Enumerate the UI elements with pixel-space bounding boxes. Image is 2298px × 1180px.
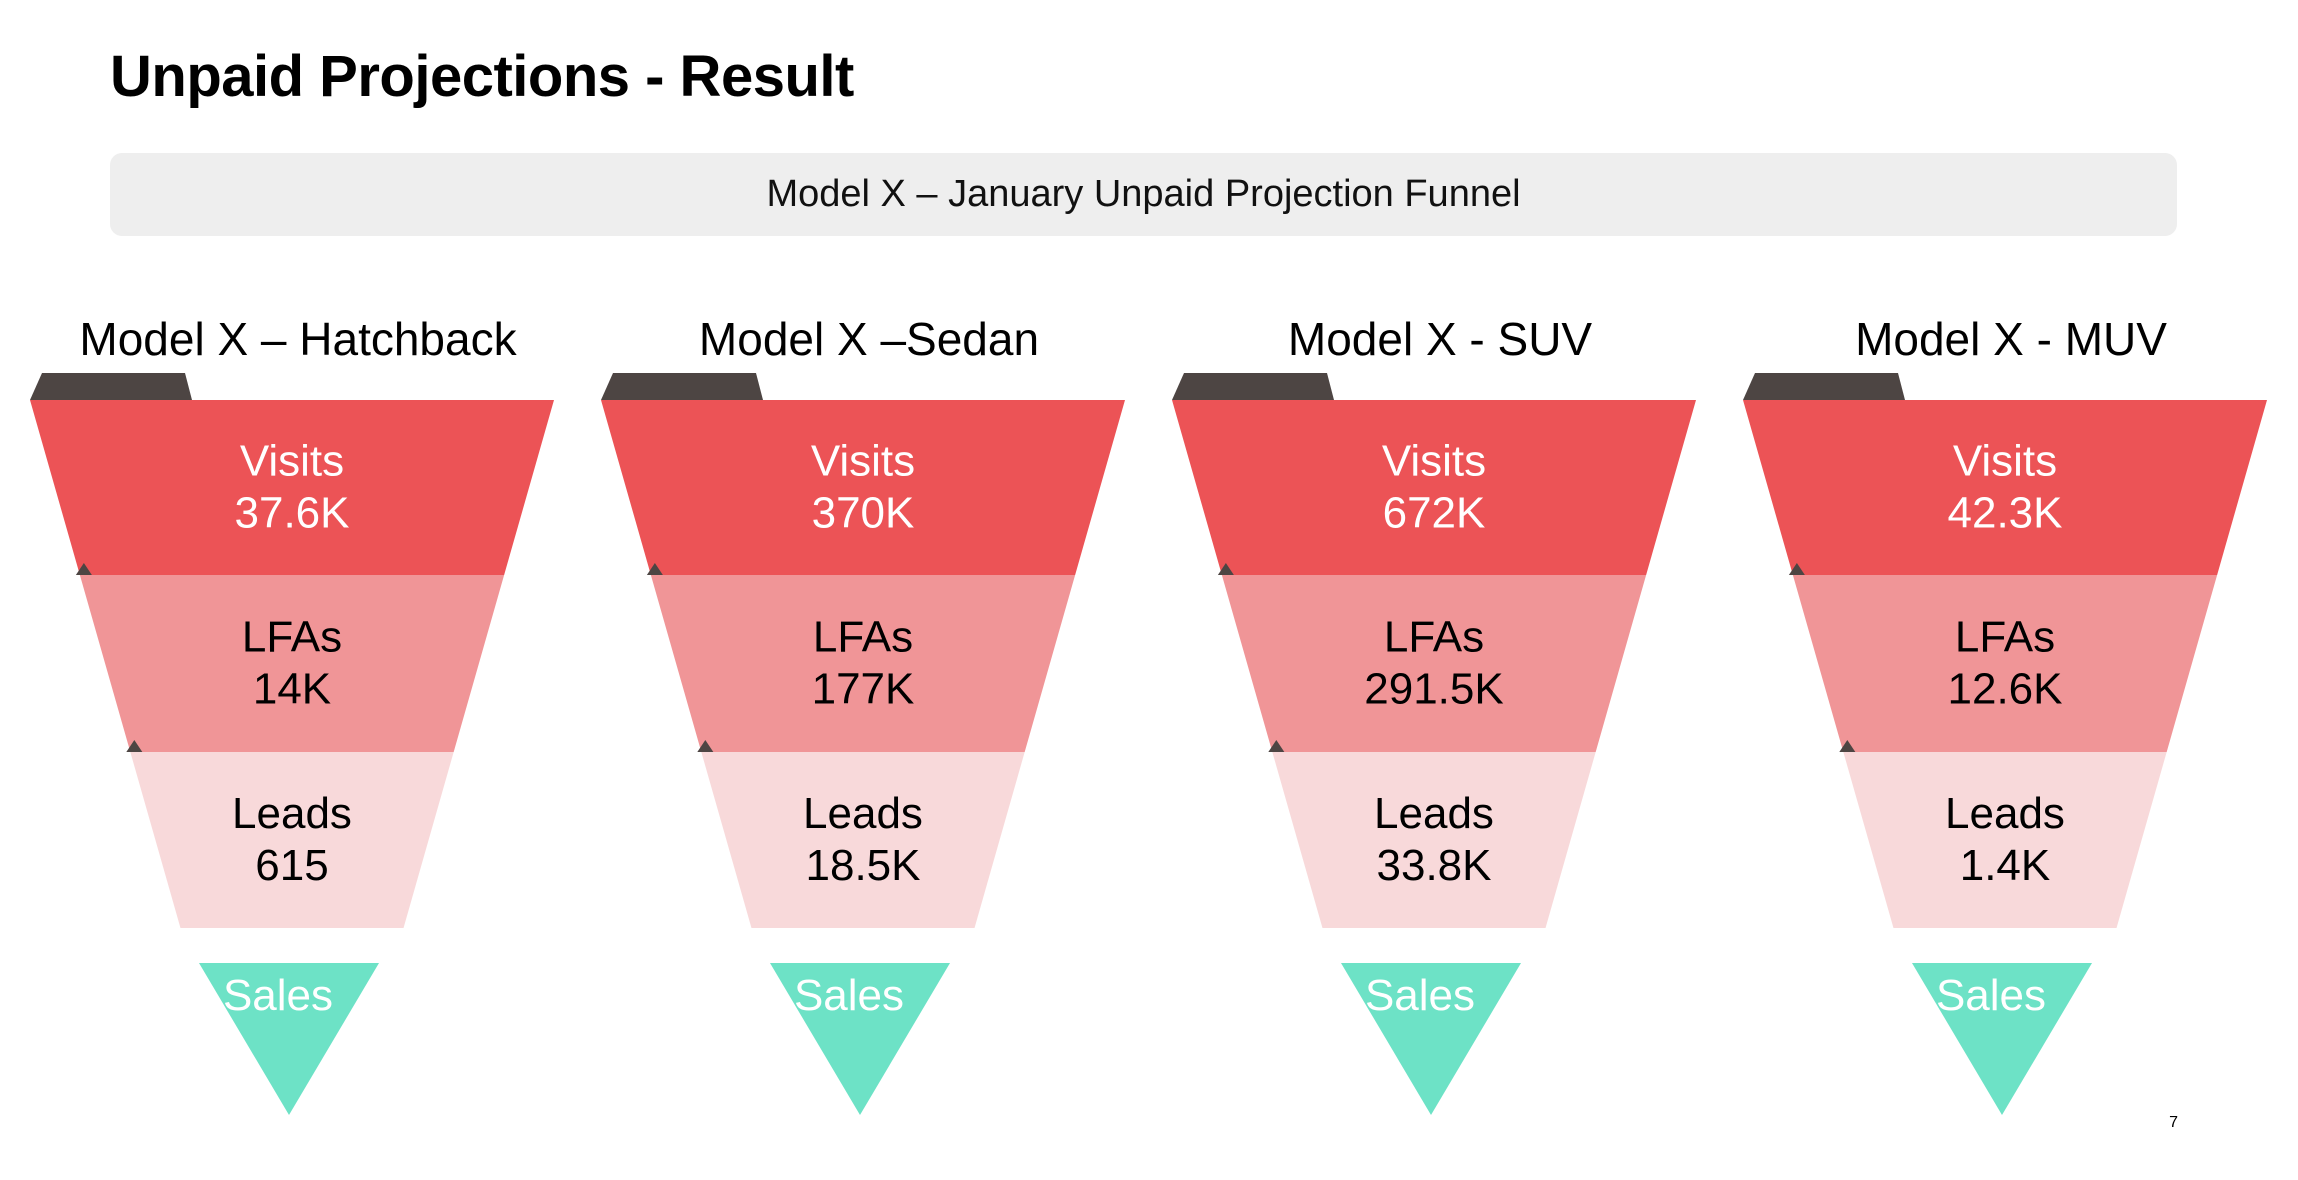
sales-label: Sales	[1936, 971, 2046, 1020]
funnel-top-tab	[601, 373, 763, 400]
stage-value: 14K	[253, 665, 331, 714]
funnel-band-visits	[30, 400, 554, 575]
stage-value: 177K	[812, 665, 915, 714]
stage-label: Visits	[1382, 437, 1486, 486]
sales-label: Sales	[223, 971, 333, 1020]
band-shadow-notch	[1217, 563, 1234, 575]
stage-label: LFAs	[242, 613, 342, 662]
stage-label: Leads	[1945, 789, 2065, 838]
funnel-top-tab	[30, 373, 192, 400]
banner-text: Model X – January Unpaid Projection Funn…	[766, 173, 1521, 215]
funnel-heading: Model X –Sedan	[699, 313, 1039, 365]
funnel-band-leads	[130, 752, 454, 928]
stage-label: Visits	[811, 437, 915, 486]
funnel-top-tab	[1172, 373, 1334, 400]
funnel-heading: Model X - SUV	[1288, 313, 1593, 365]
sales-triangle	[770, 963, 950, 1115]
stage-value: 12.6K	[1948, 665, 2063, 714]
stage-value: 42.3K	[1948, 489, 2063, 538]
stage-value: 370K	[812, 489, 915, 538]
slide-title: Unpaid Projections - Result	[110, 44, 854, 109]
funnel-band-visits	[1172, 400, 1696, 575]
funnel-band-lfas	[1792, 575, 2218, 752]
band-shadow-notch	[646, 563, 663, 575]
band-shadow-notch	[126, 740, 143, 752]
funnel-band-lfas	[1221, 575, 1647, 752]
stage-value: 37.6K	[235, 489, 350, 538]
sales-triangle	[1912, 963, 2092, 1115]
band-shadow-notch	[75, 563, 92, 575]
funnel-banner: Model X – January Unpaid Projection Funn…	[110, 153, 2177, 236]
sales-triangle	[199, 963, 379, 1115]
band-shadow-notch	[1268, 740, 1285, 752]
funnel-top-tab	[1743, 373, 1905, 400]
stage-value: 18.5K	[806, 841, 921, 890]
page-number: 7	[2169, 1114, 2178, 1131]
sales-triangle	[1341, 963, 1521, 1115]
funnel-band-lfas	[79, 575, 505, 752]
stage-value: 672K	[1383, 489, 1486, 538]
funnel-heading: Model X - MUV	[1855, 313, 2167, 365]
stage-label: LFAs	[813, 613, 913, 662]
funnel-band-visits	[1743, 400, 2267, 575]
stage-value: 291.5K	[1364, 665, 1503, 714]
stage-label: Leads	[1374, 789, 1494, 838]
band-shadow-notch	[697, 740, 714, 752]
stage-label: Visits	[240, 437, 344, 486]
sales-label: Sales	[1365, 971, 1475, 1020]
band-shadow-notch	[1839, 740, 1856, 752]
stage-value: 615	[255, 841, 328, 890]
funnel-band-leads	[701, 752, 1025, 928]
stage-label: LFAs	[1384, 613, 1484, 662]
sales-label: Sales	[794, 971, 904, 1020]
stage-label: Leads	[803, 789, 923, 838]
funnel-band-leads	[1272, 752, 1596, 928]
funnel-band-lfas	[650, 575, 1076, 752]
funnel-heading: Model X – Hatchback	[79, 313, 517, 365]
stage-label: Visits	[1953, 437, 2057, 486]
stage-value: 1.4K	[1960, 841, 2051, 890]
funnel-band-visits	[601, 400, 1125, 575]
stage-label: Leads	[232, 789, 352, 838]
stage-value: 33.8K	[1377, 841, 1492, 890]
band-shadow-notch	[1788, 563, 1805, 575]
funnel-band-leads	[1843, 752, 2167, 928]
stage-label: LFAs	[1955, 613, 2055, 662]
